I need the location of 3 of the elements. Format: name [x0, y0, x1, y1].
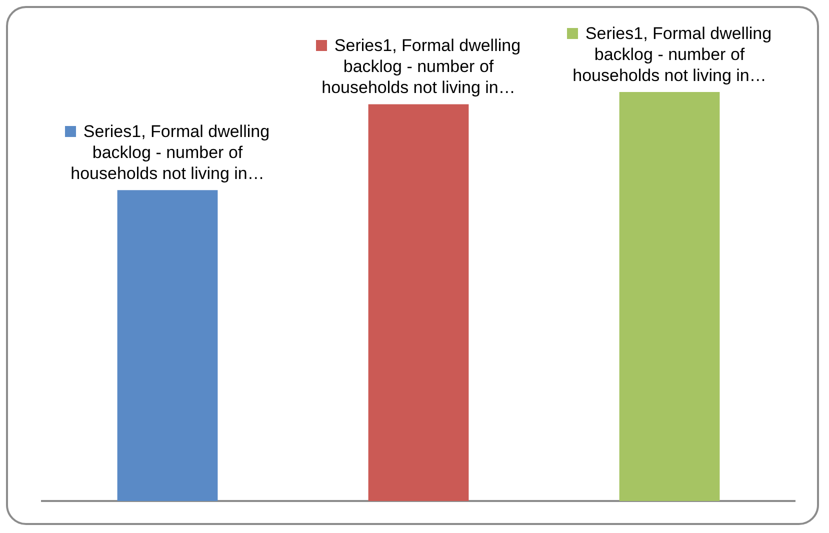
annotation: Series1, Formal dwelling backlog - number of households not living in… [322, 36, 521, 98]
text: Series1, Formal dwelling backlog - number of households not living in… [572, 24, 772, 85]
annotation: Series1, Formal dwelling backlog - number of households not living in… [70, 122, 270, 184]
